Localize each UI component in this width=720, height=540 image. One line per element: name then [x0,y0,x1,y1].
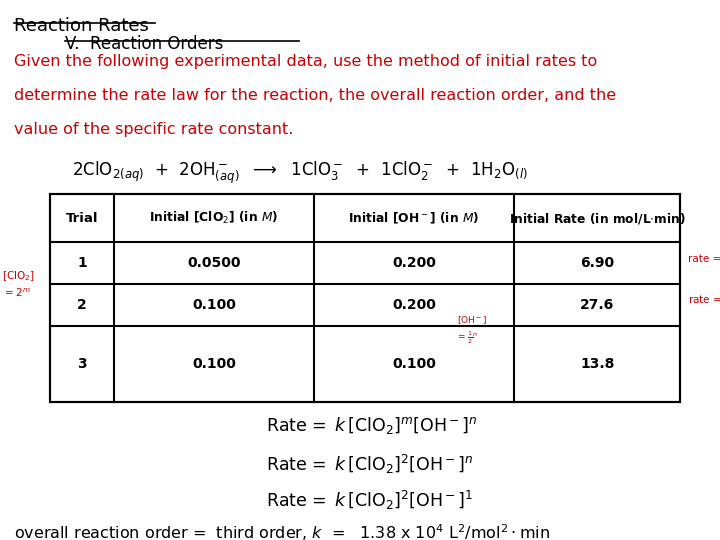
Text: 2: 2 [77,298,87,312]
Text: overall reaction order =  third order, $k$  =   1.38 x 10$^4$ L$^2$/mol$^2\cdot$: overall reaction order = third order, $k… [14,522,550,540]
Text: V.  Reaction Orders: V. Reaction Orders [65,35,223,53]
Text: Initial Rate (in mol/L$\cdot$min): Initial Rate (in mol/L$\cdot$min) [509,211,685,226]
Text: [ClO$_2$]
= 2$^m$: [ClO$_2$] = 2$^m$ [1,269,35,299]
Text: 13.8: 13.8 [580,357,614,371]
Text: Reaction Rates: Reaction Rates [14,17,149,35]
Text: 27.6: 27.6 [580,298,614,312]
Text: 0.100: 0.100 [192,357,235,371]
Text: Given the following experimental data, use the method of initial rates to: Given the following experimental data, u… [14,54,598,69]
Text: rate = $\frac{1}{2}$: rate = $\frac{1}{2}$ [688,292,720,310]
Text: 0.0500: 0.0500 [187,256,240,270]
Text: Trial: Trial [66,212,99,225]
Text: 0.100: 0.100 [392,357,436,371]
Text: 1: 1 [77,256,87,270]
Text: Rate = $\,k\,$[ClO$_2$]$^2$[OH$^-$]$^1$: Rate = $\,k\,$[ClO$_2$]$^2$[OH$^-$]$^1$ [266,489,474,512]
Text: [OH$^-$]
= $\frac{1}{2}$$^n$: [OH$^-$] = $\frac{1}{2}$$^n$ [457,315,487,346]
Text: rate = 4: rate = 4 [688,254,720,264]
Text: Rate = $\,k\,$[ClO$_2$]$^2$[OH$^-$]$^n$: Rate = $\,k\,$[ClO$_2$]$^2$[OH$^-$]$^n$ [266,453,474,476]
Text: 0.200: 0.200 [392,256,436,270]
Text: Rate = $\,k\,$[ClO$_2$]$^m$[OH$^-$]$^n$: Rate = $\,k\,$[ClO$_2$]$^m$[OH$^-$]$^n$ [266,415,478,436]
Text: 0.200: 0.200 [392,298,436,312]
Text: Initial [ClO$_2$] (in $\it{M}$): Initial [ClO$_2$] (in $\it{M}$) [149,210,279,226]
Text: 2ClO$_{2(aq)}$  +  2OH$^-_{(aq)}$  $\longrightarrow$  1ClO$_3^-$  +  1ClO$_2^-$ : 2ClO$_{2(aq)}$ + 2OH$^-_{(aq)}$ $\longri… [72,159,528,186]
Text: 6.90: 6.90 [580,256,614,270]
Text: determine the rate law for the reaction, the overall reaction order, and the: determine the rate law for the reaction,… [14,88,616,103]
Text: 3: 3 [77,357,87,371]
Text: 0.100: 0.100 [192,298,235,312]
Text: value of the specific rate constant.: value of the specific rate constant. [14,122,294,137]
Text: Initial [OH$^-$] (in $\it{M}$): Initial [OH$^-$] (in $\it{M}$) [348,211,480,226]
Bar [50,194,680,402]
